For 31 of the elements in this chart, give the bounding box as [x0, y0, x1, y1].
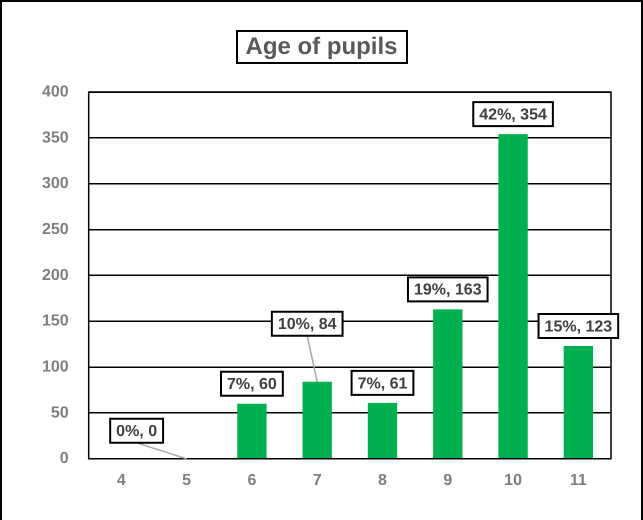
- data-label: 0%, 0: [116, 423, 158, 440]
- y-tick-label: 300: [42, 175, 69, 192]
- chart-title: Age of pupils: [236, 30, 408, 64]
- x-tick-label: 7: [312, 472, 322, 489]
- y-tick-label: 200: [42, 266, 69, 284]
- data-label: 10%, 84: [278, 316, 337, 334]
- data-label: 15%, 123: [544, 318, 612, 336]
- bar: [498, 134, 528, 458]
- x-tick-label: 10: [504, 472, 522, 489]
- y-tick-label: 400: [42, 83, 69, 100]
- data-label: 19%, 163: [414, 282, 482, 299]
- x-tick-label: 4: [116, 472, 126, 489]
- data-label: 7%, 60: [227, 376, 277, 394]
- x-tick-label: 11: [570, 472, 587, 489]
- data-label: 42%, 354: [479, 106, 547, 124]
- y-tick-label: 0: [60, 450, 69, 468]
- x-tick-label: 9: [443, 472, 452, 489]
- y-tick-label: 100: [42, 358, 69, 376]
- x-tick-label: 6: [247, 472, 256, 489]
- x-tick-label: 5: [182, 472, 192, 489]
- x-tick-label: 8: [378, 472, 388, 489]
- y-tick-label: 150: [42, 312, 69, 330]
- bar: [433, 309, 462, 458]
- data-label: 7%, 61: [358, 375, 408, 392]
- y-tick-label: 250: [42, 220, 69, 238]
- bar: [237, 404, 267, 458]
- y-tick-label: 350: [42, 129, 69, 146]
- y-tick-label: 50: [50, 404, 69, 422]
- bar: [564, 346, 594, 458]
- bar: [302, 382, 332, 458]
- bar: [368, 402, 398, 458]
